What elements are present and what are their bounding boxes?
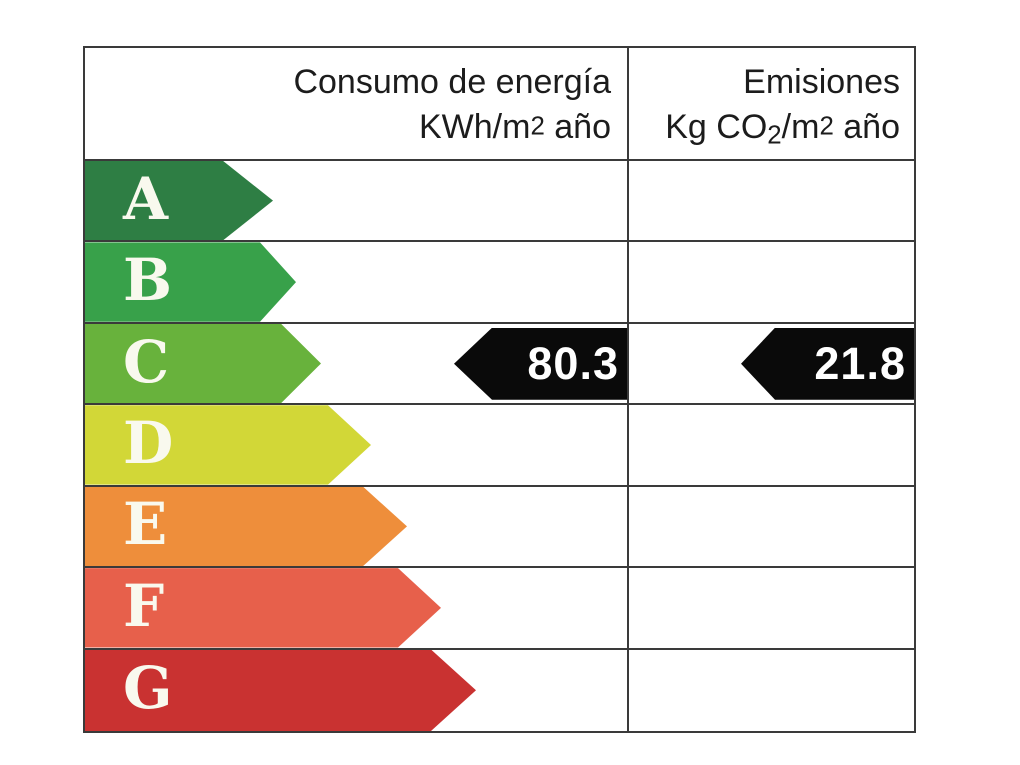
rating-arrow-b: B [85,242,296,322]
rating-letter-f: F [123,571,165,640]
consumption-value: 80.3 [527,338,619,390]
scale-row-d: D [85,405,914,487]
rating-letter-g: G [123,654,173,723]
rating-letter-b: B [123,246,173,315]
rating-arrow-a: A [85,160,273,241]
emissions-header-text: Emisiones Kg CO2/m2 año [629,60,900,157]
rating-letter-c: C [123,327,170,396]
emissions-value-arrow: 21.8 [741,327,914,400]
rating-letter-e: E [123,490,168,559]
emissions-value: 21.8 [814,338,906,390]
consumption-header-line2: KWh/m2 año [418,107,611,146]
emissions-header-cell: Emisiones Kg CO2/m2 año [627,48,914,159]
rating-arrow-f: F [85,568,441,648]
rating-table: Consumo de energía KWh/m2 año Emisiones … [83,46,916,733]
scale-row-c: C 80.3 21.8 [85,323,914,406]
emissions-header-line2: Kg CO2/m2 año [665,107,900,150]
rating-arrow-g: G [85,649,476,731]
rating-arrow-c: C [85,323,321,404]
scale-row-e: E [85,486,914,569]
scale-row-b: B [85,242,914,324]
rating-letter-d: D [123,408,174,477]
emissions-header-line1: Emisiones [743,63,900,101]
rating-letter-a: A [123,164,169,233]
scale-row-g: G [85,649,914,731]
rating-arrow-d: D [85,405,371,485]
rating-arrow-e: E [85,486,407,567]
consumption-header-text: Consumo de energía KWh/m2 año [85,60,611,149]
header-row: Consumo de energía KWh/m2 año Emisiones … [85,48,914,161]
scale-row-f: F [85,568,914,650]
consumption-value-arrow: 80.3 [454,327,627,400]
consumption-header-line1: Consumo de energía [293,63,611,101]
consumption-header-cell: Consumo de energía KWh/m2 año [85,48,627,159]
scale-row-a: A [85,160,914,243]
